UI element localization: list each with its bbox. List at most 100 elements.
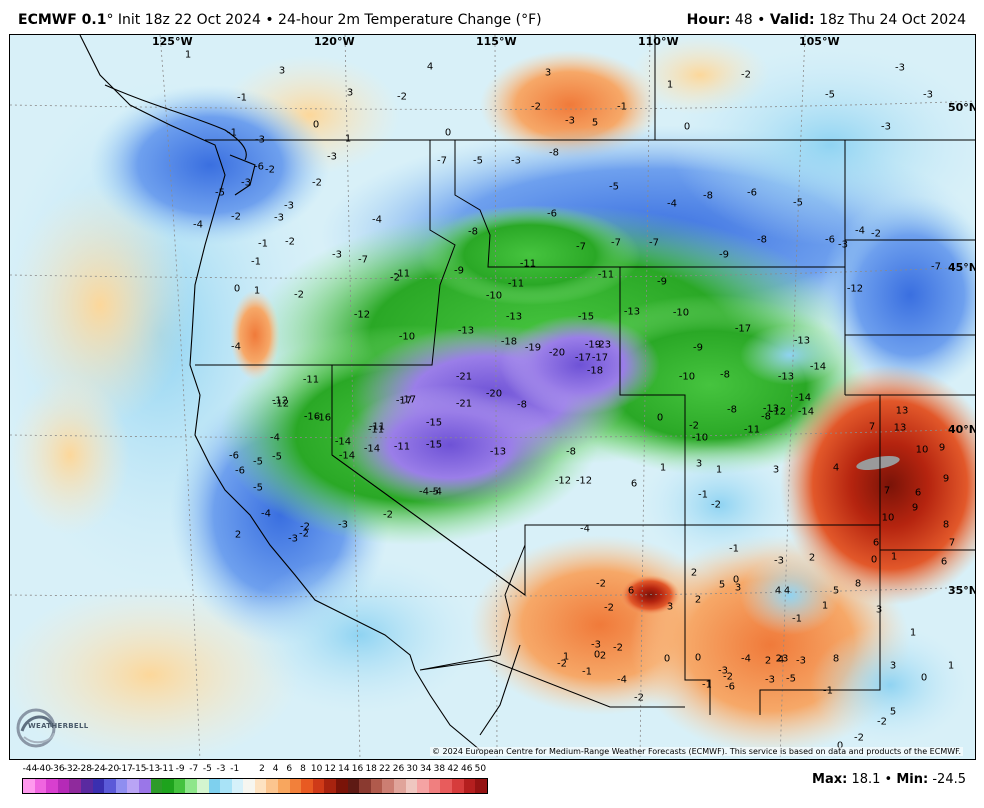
temperature-value-label: -11 [507, 278, 525, 290]
legend-color-swatch [92, 779, 105, 793]
temperature-value-label: -5 [786, 673, 796, 685]
temperature-value-label: 6 [914, 487, 922, 499]
legend-color-swatch [347, 779, 360, 793]
temperature-value-label: -8 [703, 190, 713, 202]
title-right: Hour: 48 • Valid: 18z Thu 24 Oct 2024 [687, 12, 966, 28]
temperature-value-label: -3 [718, 665, 728, 677]
legend-color-swatch [440, 779, 452, 793]
temperature-value-label: 0 [444, 127, 452, 139]
temperature-value-label: 3 [734, 582, 742, 594]
legend-tick-label: 18 [365, 764, 377, 774]
legend-tick-label: 42 [447, 764, 459, 774]
temperature-value-label: 2 [599, 650, 607, 662]
temperature-value-label: 0 [870, 554, 878, 566]
temperature-value-label: -17 [574, 352, 592, 364]
temperature-value-label: -17 [591, 352, 609, 364]
temperature-value-label: -10 [485, 290, 503, 302]
temperature-value-label: -2 [596, 578, 606, 590]
legend-color-swatch [220, 779, 232, 793]
temperature-value-label: -4 [741, 653, 751, 665]
legend-color-swatch [463, 779, 476, 793]
temperature-value-label: -2 [634, 692, 644, 704]
temperature-value-label: -1 [251, 256, 261, 268]
legend-color-swatch [231, 779, 244, 793]
temperature-value-label: 10 [881, 512, 895, 524]
temperature-value-label: -2 [877, 716, 887, 728]
temperature-value-label: -10 [672, 307, 690, 319]
temperature-value-label: 0 [656, 412, 664, 424]
temperature-value-label: -3 [796, 655, 806, 667]
legend-tick-label: -15 [131, 764, 147, 774]
legend-color-swatch [115, 779, 128, 793]
temperature-value-label: -3 [255, 134, 265, 146]
temperature-value-label: -12 [769, 406, 787, 418]
temperature-value-label: -13 [457, 325, 475, 337]
temperature-value-label: -9 [454, 265, 464, 277]
temperature-value-label: 1 [821, 600, 829, 612]
temperature-value-label: 3 [346, 87, 354, 99]
temperature-value-label: -14 [334, 436, 352, 448]
temperature-value-label: -6 [547, 208, 557, 220]
coastline [79, 35, 521, 751]
temperature-value-label: 13 [895, 405, 909, 417]
temperature-value-label: 6 [627, 585, 635, 597]
legend-tick-label: 50 [474, 764, 487, 774]
legend-color-swatch [80, 779, 93, 793]
temperature-value-label: 7 [883, 485, 891, 497]
temperature-value-label: -2 [741, 69, 751, 81]
temperature-value-label: -14 [794, 392, 812, 404]
temperature-value-label: -2 [390, 272, 400, 284]
min-value: -24.5 [932, 772, 966, 787]
temperature-value-label: 0 [683, 121, 691, 133]
temperature-value-label: -8 [566, 446, 576, 458]
temperature-value-label: 7 [868, 421, 876, 433]
temperature-value-label: -1 [823, 685, 833, 697]
temperature-value-label: -21 [455, 398, 473, 410]
temperature-value-label: -3 [332, 249, 342, 261]
temperature-value-label: -3 [838, 239, 848, 251]
legend-tick-label: 30 [406, 764, 418, 774]
temperature-value-label: 2 [694, 594, 702, 606]
temperature-value-label: -13 [762, 403, 780, 415]
legend-color-swatch [173, 779, 186, 793]
temperature-value-label: 1 [659, 462, 667, 474]
temperature-value-label: -1 [237, 92, 247, 104]
max-value: 18.1 [851, 772, 881, 787]
temperature-value-label: 0 [836, 740, 844, 752]
temperature-value-label: -5 [272, 451, 282, 463]
temperature-value-label: 1 [947, 660, 955, 672]
temperature-value-label: -9 [719, 249, 729, 261]
temperature-value-label: -16 [314, 412, 332, 424]
temperature-value-label: -12 [353, 309, 371, 321]
legend-tick-label: -44 [22, 764, 38, 774]
temperature-value-label: -6 [254, 161, 264, 173]
legend-tick-label: 34 [420, 764, 432, 774]
title-left: ECMWF 0.1° Init 18z 22 Oct 2024 • 24-hou… [18, 12, 542, 28]
temperature-value-label: 4 [774, 585, 782, 597]
temperature-value-label: -2 [285, 236, 295, 248]
temperature-value-label: -15 [577, 311, 595, 323]
legend-tick-label: 46 [460, 764, 473, 774]
temperature-value-label: -1 [729, 543, 739, 555]
temperature-value-label: -6 [825, 234, 835, 246]
legend-color-swatch [243, 779, 255, 793]
temperature-value-label: -15 [425, 417, 443, 429]
temperature-value-label: -2 [531, 101, 541, 113]
copyright-notice: © 2024 European Centre for Medium-Range … [430, 747, 963, 756]
temperature-value-label: 5 [591, 117, 599, 129]
temperature-value-label: 2 [690, 567, 698, 579]
lat-label-50n: 50°N [948, 101, 976, 114]
temperature-value-label: -12 [554, 475, 572, 487]
legend-color-swatch [57, 779, 70, 793]
temperature-value-label: -5 [215, 187, 225, 199]
temperature-value-label: -14 [363, 443, 381, 455]
temperature-value-label: -13 [489, 446, 507, 458]
legend-tick-label: 2 [259, 764, 265, 774]
temperature-value-label: -11 [393, 441, 411, 453]
map[interactable]: 125°W 120°W 115°W 110°W 105°W 50°N 45°N … [9, 34, 976, 760]
temperature-value-label: -10 [398, 331, 416, 343]
temperature-value-label: -13 [793, 335, 811, 347]
temperature-value-label: -7 [576, 241, 586, 253]
temperature-value-label: -8 [757, 234, 767, 246]
legend-colorbar [22, 778, 488, 794]
